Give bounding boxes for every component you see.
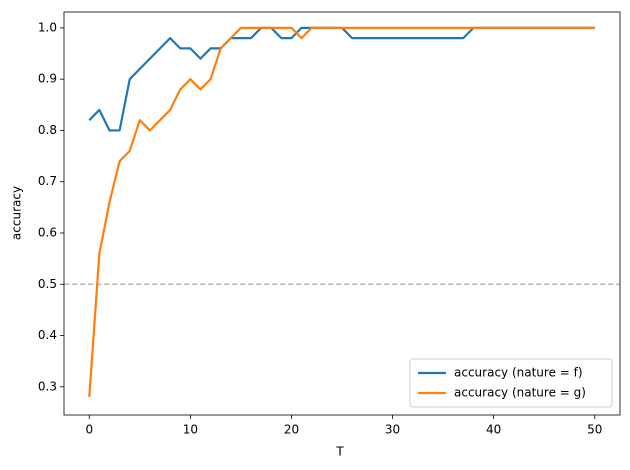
x-axis-label: T (335, 445, 344, 459)
data-line (88, 26, 595, 398)
y-tick-label: 0.8 (38, 123, 57, 137)
y-tick-label: 0.9 (38, 72, 57, 86)
legend-label: accuracy (nature = f) (454, 366, 583, 380)
x-tick-label: 50 (587, 423, 602, 437)
x-tick-label: 30 (385, 423, 400, 437)
y-axis-label: accuracy (10, 186, 24, 240)
y-tick-label: 0.7 (38, 174, 57, 188)
y-tick-label: 0.6 (38, 225, 57, 239)
y-tick-label: 1.0 (38, 20, 57, 34)
legend-label: accuracy (nature = g) (454, 386, 586, 400)
x-tick-label: 40 (486, 423, 501, 437)
y-tick-label: 0.3 (38, 379, 57, 393)
y-tick-label: 0.4 (38, 328, 57, 342)
x-tick-label: 0 (85, 423, 93, 437)
x-tick-label: 10 (183, 423, 198, 437)
x-tick-label: 20 (284, 423, 299, 437)
legend-box (409, 358, 613, 408)
plot-frame (63, 11, 621, 416)
y-tick-label: 0.5 (38, 277, 57, 291)
